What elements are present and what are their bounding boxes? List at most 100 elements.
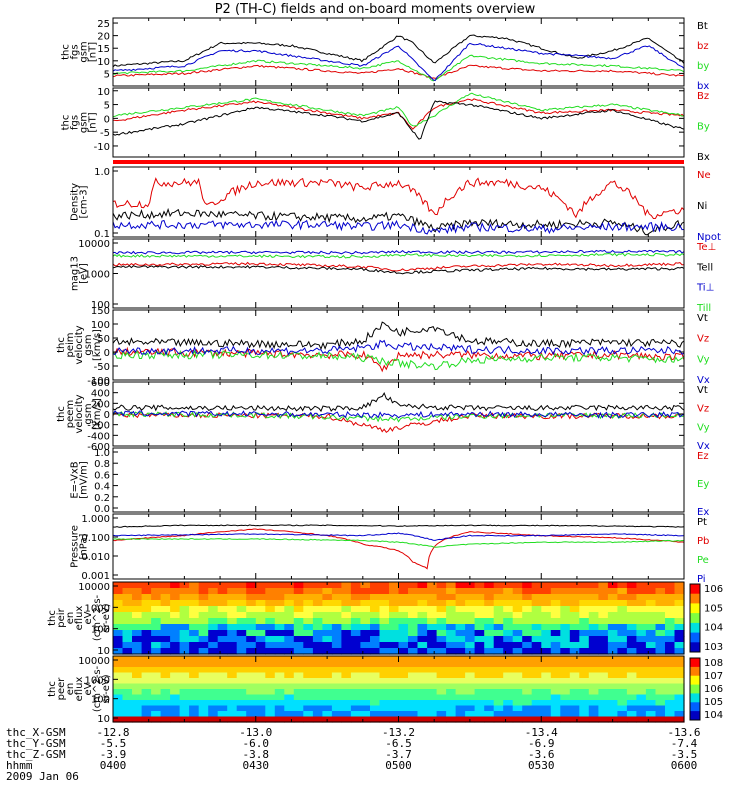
peer_flux-cell — [427, 716, 438, 723]
peir_flux-cell — [141, 636, 152, 643]
y-tick-label: -200 — [87, 421, 110, 432]
peir_flux-cell — [293, 582, 304, 589]
peer_flux-cell — [665, 678, 676, 685]
peer_flux-cell — [465, 661, 476, 668]
peer_flux-cell — [179, 656, 190, 663]
peir_flux-cell — [503, 588, 514, 595]
peir_flux-cell — [189, 624, 200, 631]
peir_flux-cell — [312, 588, 323, 595]
peir_flux-cell — [569, 612, 580, 619]
peir_flux-cell — [674, 606, 685, 613]
peer_flux-cell — [522, 689, 533, 696]
peir_flux-cell — [503, 642, 514, 649]
y-axis-label: en — [65, 612, 76, 625]
peer_flux-cell — [607, 656, 618, 663]
peir_flux-cell — [179, 636, 190, 643]
peir_flux-cell — [436, 636, 447, 643]
colorbar-tick-label: 103 — [704, 642, 723, 653]
peir_flux-cell — [474, 594, 485, 601]
peir_flux-cell — [274, 594, 285, 601]
peir_flux-cell — [408, 642, 419, 649]
peer_flux-cell — [160, 678, 171, 685]
peer_flux-cell — [360, 672, 371, 679]
legend-entry: Ti⊥ — [696, 283, 714, 294]
legend-entry: Ni — [697, 201, 707, 212]
peir_flux-cell — [655, 648, 666, 655]
peir_flux-cell — [122, 618, 133, 625]
peir_flux-cell — [541, 606, 552, 613]
peer_flux-cell — [341, 700, 352, 707]
peir_flux-cell — [227, 612, 238, 619]
peer_flux-cell — [227, 678, 238, 685]
peer_flux-cell — [417, 705, 428, 712]
peir_flux-cell — [674, 588, 685, 595]
peir_flux-cell — [655, 600, 666, 607]
x-axis-tick-label: -13.0 — [239, 726, 272, 739]
peer_flux-cell — [189, 705, 200, 712]
peir_flux-cell — [550, 600, 561, 607]
peer_flux-cell — [322, 672, 333, 679]
peir_flux-cell — [284, 582, 295, 589]
peer_flux-cell — [607, 694, 618, 701]
peir_flux-cell — [284, 588, 295, 595]
temp-series-te-line — [112, 261, 685, 272]
peer_flux-cell — [674, 667, 685, 674]
peir_flux-cell — [617, 642, 628, 649]
peer_flux-cell — [189, 716, 200, 723]
peir_flux-cell — [674, 636, 685, 643]
peir_flux-cell — [198, 624, 209, 631]
peer_flux-cell — [636, 667, 647, 674]
peer_flux-cell — [236, 705, 247, 712]
peer_flux-cell — [227, 656, 238, 663]
peir_flux-cell — [350, 648, 361, 655]
peir_flux-cell — [598, 606, 609, 613]
peer_flux-cell — [588, 705, 599, 712]
peer_flux-cell — [170, 694, 181, 701]
peir_flux-cell — [493, 582, 504, 589]
peer_flux-cell — [341, 672, 352, 679]
legend-entry: Te⊥ — [696, 242, 716, 253]
peir_flux-cell — [645, 648, 656, 655]
peer_flux-cell — [189, 711, 200, 718]
y-tick-label: 0 — [104, 348, 110, 359]
peir_flux-cell — [227, 642, 238, 649]
peir_flux-cell — [208, 600, 219, 607]
fgs_dsl-series-bx-line — [112, 100, 685, 140]
peer_flux-cell — [331, 683, 342, 690]
peir_flux-cell — [293, 636, 304, 643]
peir_flux-cell — [322, 630, 333, 637]
peir_flux-cell — [626, 648, 637, 655]
peer_flux-cell — [550, 689, 561, 696]
peer_flux-cell — [350, 656, 361, 663]
peir_flux-cell — [246, 630, 257, 637]
peer_flux-cell — [446, 672, 457, 679]
peer_flux-cell — [484, 661, 495, 668]
peer_flux-cell — [512, 700, 523, 707]
peir_flux-cell — [293, 612, 304, 619]
peir_flux-cell — [217, 642, 228, 649]
peer_flux-cell — [208, 656, 219, 663]
peir_flux-cell — [588, 594, 599, 601]
y-tick-label: 400 — [91, 389, 110, 400]
peer_flux-cell — [331, 667, 342, 674]
peer_flux-cell — [160, 705, 171, 712]
peir_flux-cell — [541, 648, 552, 655]
peir_flux-cell — [170, 618, 181, 625]
peer_flux-cell — [465, 694, 476, 701]
peer_flux-cell — [579, 689, 590, 696]
peer_flux-cell — [598, 716, 609, 723]
peer_flux-cell — [579, 716, 590, 723]
peir_flux-cell — [626, 612, 637, 619]
x-axis-tick-label: 0530 — [528, 759, 555, 772]
peir_flux-cell — [189, 594, 200, 601]
peer_flux-cell — [579, 656, 590, 663]
peir_flux-cell — [427, 600, 438, 607]
peir_flux-cell — [503, 648, 514, 655]
peir_flux-cell — [217, 582, 228, 589]
peer_flux-cell — [341, 667, 352, 674]
peer_flux-cell — [341, 705, 352, 712]
peir_flux-cell — [141, 612, 152, 619]
peer_flux-cell — [379, 705, 390, 712]
peer_flux-cell — [284, 700, 295, 707]
peer_flux-cell — [512, 683, 523, 690]
